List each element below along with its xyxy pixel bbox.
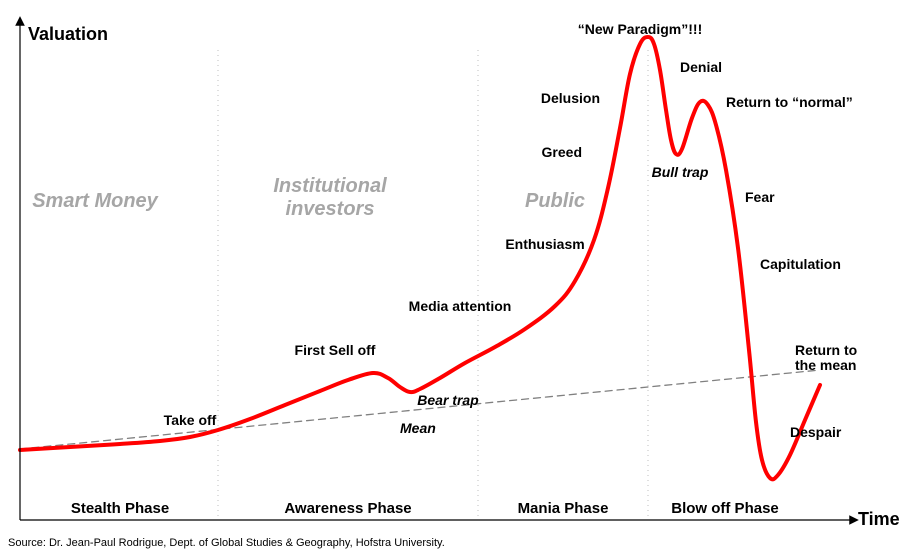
phase-label: Stealth Phase xyxy=(71,500,169,517)
curve-annotation: “New Paradigm”!!! xyxy=(578,22,702,37)
chart-svg xyxy=(0,0,900,558)
bubble-phases-chart: Valuation Time Mean Source: Dr. Jean-Pau… xyxy=(0,0,900,558)
curve-annotation: Greed xyxy=(542,145,582,160)
x-axis-label: Time xyxy=(858,509,900,530)
curve-annotation: Enthusiasm xyxy=(505,237,584,252)
curve-annotation: Denial xyxy=(680,60,722,75)
phase-label: Awareness Phase xyxy=(284,500,411,517)
y-axis-label: Valuation xyxy=(28,24,108,45)
investor-group-label: Public xyxy=(525,190,585,213)
curve-annotation: Return to “normal” xyxy=(726,95,853,110)
curve-annotation: Return tothe mean xyxy=(795,343,857,374)
curve-annotation: Despair xyxy=(790,425,841,440)
curve-annotation: Take off xyxy=(164,413,217,428)
curve-annotation: Media attention xyxy=(409,299,512,314)
curve-annotation: Delusion xyxy=(541,91,600,106)
curve-annotation: First Sell off xyxy=(295,343,376,358)
curve-annotation: Bear trap xyxy=(417,393,478,408)
investor-group-label: Institutionalinvestors xyxy=(273,175,386,221)
phase-label: Blow off Phase xyxy=(671,500,779,517)
source-citation: Source: Dr. Jean-Paul Rodrigue, Dept. of… xyxy=(8,537,445,549)
investor-group-label: Smart Money xyxy=(32,190,158,213)
curve-annotation: Fear xyxy=(745,190,775,205)
phase-label: Mania Phase xyxy=(518,500,609,517)
mean-label: Mean xyxy=(400,420,436,436)
curve-annotation: Capitulation xyxy=(760,257,841,272)
curve-annotation: Bull trap xyxy=(652,165,709,180)
